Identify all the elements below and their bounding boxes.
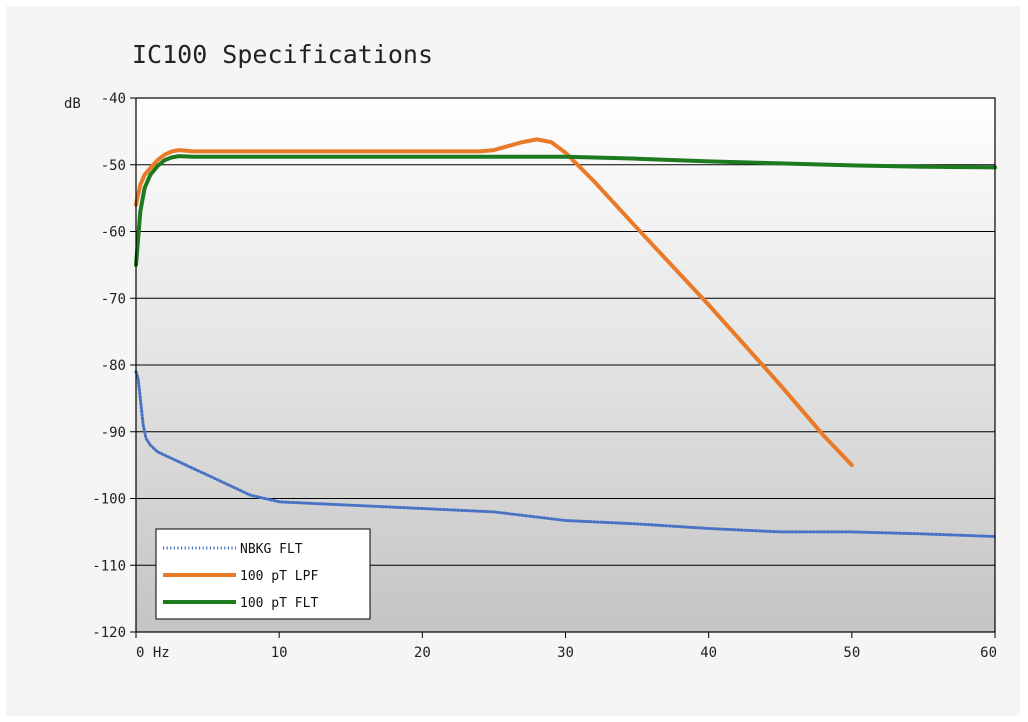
y-tick-label: -120	[92, 625, 126, 641]
y-tick-label: -100	[92, 492, 126, 508]
y-axis-unit-label: dB	[64, 96, 81, 112]
legend-label: 100 pT LPF	[240, 569, 318, 584]
x-tick-label: 20	[414, 645, 431, 661]
series-group	[134, 137, 997, 538]
series-line-2	[134, 137, 854, 468]
x-axis-ticks: 0 Hz 10 20 30 40 50 60	[135, 632, 997, 661]
line-chart: IC100 Specifications 0 Hz 10 20 30 40 50 60 -4…	[64, 40, 997, 661]
y-tick-label: -50	[101, 158, 126, 174]
legend: NBKG FLT 100 pT LPF 100 pT FLT	[155, 528, 371, 620]
x-tick-label: 60	[980, 645, 997, 661]
x-tick-label: 0 Hz	[136, 645, 170, 661]
x-tick-label: 40	[700, 645, 717, 661]
y-tick-label: -70	[101, 291, 126, 307]
y-tick-label: -40	[101, 91, 126, 107]
series-line-3	[134, 154, 997, 267]
series-line-1	[134, 370, 997, 538]
x-tick-label: 50	[843, 645, 860, 661]
chart-title: IC100 Specifications	[132, 40, 433, 69]
x-tick-label: 30	[557, 645, 574, 661]
chart-frame: IC100 Specifications 0 Hz 10 20 30 40 50 60 -4…	[6, 6, 1020, 716]
y-tick-label: -110	[92, 558, 126, 574]
y-tick-label: -60	[101, 225, 126, 241]
y-axis-ticks: -40 -50 -60 -70 -80 -90 -100 -110 -120	[92, 91, 136, 641]
x-tick-label: 10	[271, 645, 288, 661]
legend-label: 100 pT FLT	[240, 596, 318, 611]
gridlines	[136, 164, 995, 566]
legend-label: NBKG FLT	[240, 542, 303, 557]
y-tick-label: -90	[101, 425, 126, 441]
y-tick-label: -80	[101, 358, 126, 374]
